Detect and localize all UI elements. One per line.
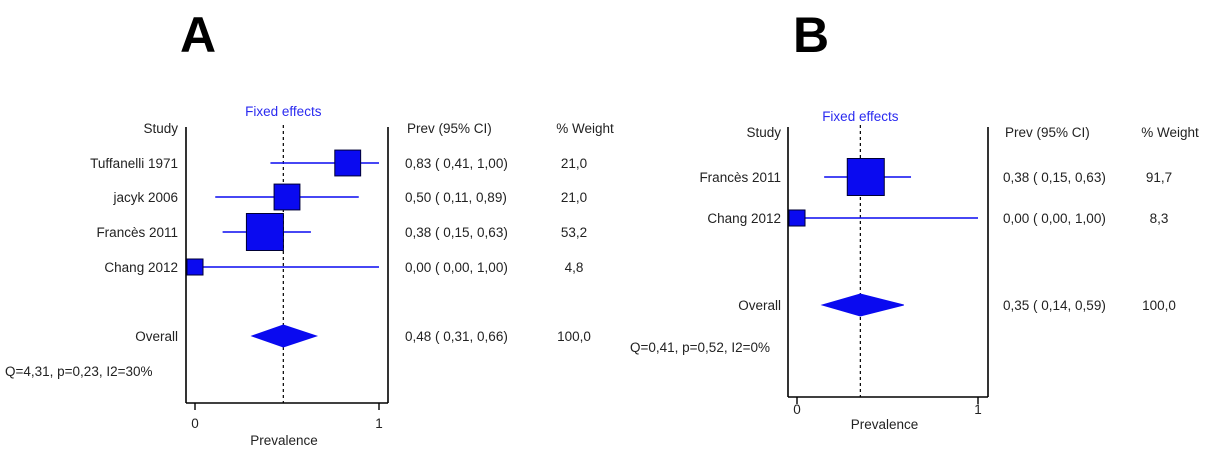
x-tick-label: 1 [375,416,383,431]
study-estimate-box [273,183,301,211]
overall-ci-text: 0,35 ( 0,14, 0,59) [1003,298,1106,313]
panel-letter: A [180,7,216,63]
x-tick-label: 0 [793,402,801,417]
x-axis-label: Prevalence [250,433,318,448]
overall-ci-text: 0,48 ( 0,31, 0,66) [405,329,508,344]
study-weight-text: 21,0 [561,190,587,205]
study-estimate-box [334,149,362,177]
study-ci-text: 0,38 ( 0,15, 0,63) [1003,170,1106,185]
study-name: Francès 2011 [699,170,781,185]
study-estimate-box [186,258,204,276]
heterogeneity-stats: Q=0,41, p=0,52, I2=0% [630,340,770,355]
study-weight-text: 91,7 [1146,170,1172,185]
study-estimate-box [788,209,806,227]
method-label: Fixed effects [245,104,322,119]
study-name: Chang 2012 [707,211,781,226]
study-weight-text: 53,2 [561,225,587,240]
weight-column-header: % Weight [1141,125,1199,140]
study-column-header: Study [746,125,781,140]
forest-panel-b: B 0 1 Prevalence Fixed effects Study Prev (95%… [630,7,1199,432]
estimate-column-header: Prev (95% CI) [1005,125,1090,140]
study-ci-text: 0,83 ( 0,41, 1,00) [405,156,508,171]
study-weight-text: 4,8 [565,260,584,275]
x-tick-label: 1 [974,402,982,417]
overall-diamond [820,293,904,317]
study-name: jacyk 2006 [112,190,178,205]
forest-panel-a: A 0 1 Prevalence Fixed effects Study Prev (95%… [5,7,614,448]
heterogeneity-stats: Q=4,31, p=0,23, I2=30% [5,364,153,379]
study-name: Francès 2011 [96,225,178,240]
overall-label: Overall [135,329,178,344]
x-axis-label: Prevalence [851,417,919,432]
study-ci-text: 0,38 ( 0,15, 0,63) [405,225,508,240]
study-ci-text: 0,00 ( 0,00, 1,00) [1003,211,1106,226]
overall-weight-text: 100,0 [1142,298,1176,313]
study-estimate-box [846,158,885,196]
estimate-column-header: Prev (95% CI) [407,121,492,136]
study-name: Chang 2012 [104,260,178,275]
weight-column-header: % Weight [556,121,614,136]
study-estimate-box [245,213,284,251]
overall-weight-text: 100,0 [557,329,591,344]
study-ci-text: 0,00 ( 0,00, 1,00) [405,260,508,275]
overall-diamond [250,324,319,348]
study-weight-text: 8,3 [1150,211,1169,226]
x-tick-label: 0 [191,416,199,431]
study-column-header: Study [143,121,178,136]
study-name: Tuffanelli 1971 [90,156,178,171]
method-label: Fixed effects [822,109,899,124]
overall-label: Overall [738,298,781,313]
panel-letter: B [793,7,829,63]
study-ci-text: 0,50 ( 0,11, 0,89) [405,190,507,205]
study-weight-text: 21,0 [561,156,587,171]
